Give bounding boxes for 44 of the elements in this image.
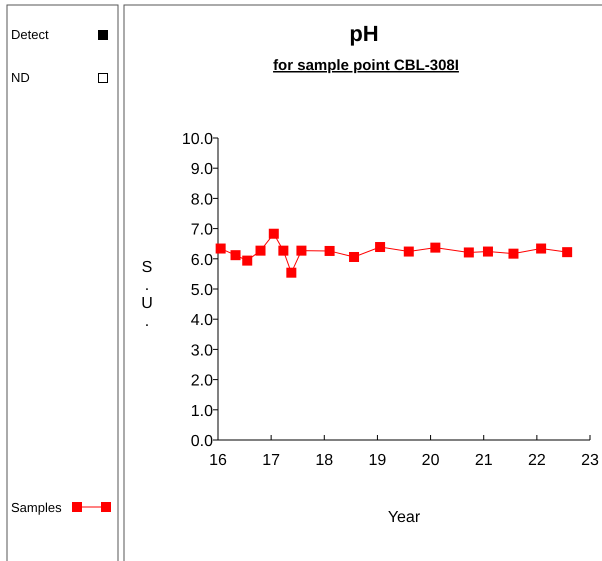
point [256, 246, 266, 256]
y-tick-label: 6.0 [190, 252, 214, 269]
point [230, 250, 241, 260]
y-tick-label: 2.0 [190, 372, 214, 390]
x-axis-title: Year [388, 509, 421, 526]
y-tick-label: 8.0 [190, 191, 214, 208]
point [536, 244, 546, 254]
point [375, 242, 386, 252]
x-tick-label: 22 [528, 452, 546, 469]
point [430, 242, 440, 253]
x-tick-label: 16 [209, 452, 227, 469]
y-tick-label: 10.0 [182, 131, 214, 148]
x-tick-label: 20 [422, 452, 440, 469]
text: ND [11, 70, 30, 85]
point [216, 244, 226, 254]
text: Detect [11, 27, 49, 42]
x-tick-label: 18 [315, 452, 334, 469]
point [278, 246, 288, 256]
y-axis-title: S.U. [141, 259, 153, 330]
point [482, 246, 493, 257]
point [268, 228, 279, 239]
x-tick-label: 23 [581, 452, 599, 469]
point [324, 246, 335, 256]
y-tick-label: 3.0 [190, 342, 214, 360]
point [562, 247, 572, 258]
y-tick-label: 0.0 [190, 433, 214, 450]
point [286, 268, 296, 278]
y-tick-label: 5.0 [190, 282, 214, 299]
chart-title: pH [349, 21, 379, 46]
x-tick-label: 17 [262, 452, 280, 469]
x-tick-label: 19 [368, 452, 386, 469]
legend-label: Samples [11, 500, 62, 515]
chart-subtitle: for sample point CBL-308I [273, 57, 459, 74]
x-tick-label: 21 [474, 452, 493, 469]
point [349, 252, 360, 262]
point [296, 246, 306, 256]
y-tick-label: 7.0 [190, 222, 214, 239]
point [404, 246, 414, 257]
point [242, 256, 252, 266]
y-tick-label: 9.0 [190, 161, 214, 178]
point [508, 248, 518, 259]
y-tick-label: 1.0 [190, 402, 214, 420]
point [464, 247, 474, 258]
y-tick-label: 4.0 [190, 312, 214, 330]
